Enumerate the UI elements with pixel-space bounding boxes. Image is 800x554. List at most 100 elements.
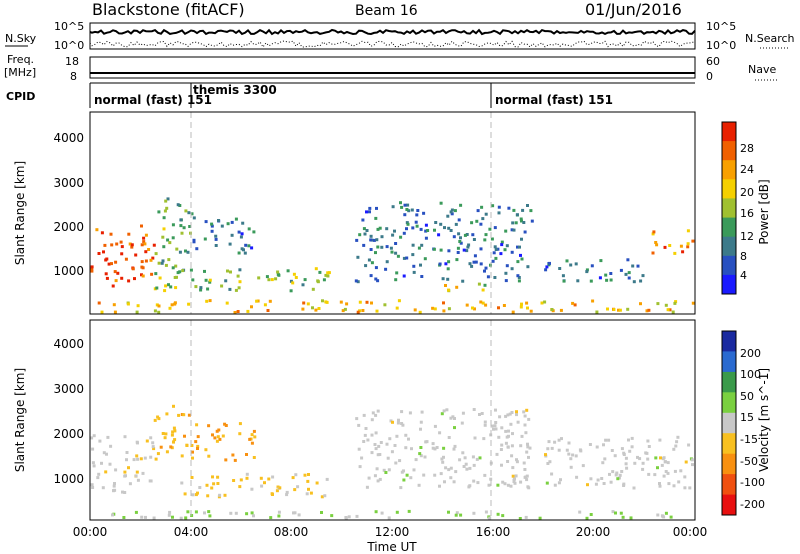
echo-cell <box>466 245 470 249</box>
echo-cell <box>168 241 172 245</box>
echo-cell <box>503 248 507 252</box>
echo-cell <box>265 275 269 279</box>
echo-cell <box>672 484 676 488</box>
echo-cell <box>157 417 161 421</box>
echo-cell <box>192 240 196 244</box>
echo-cell <box>444 284 447 287</box>
echo-cell <box>214 237 218 241</box>
echo-cell <box>230 220 234 224</box>
echo-cell <box>514 474 518 478</box>
echo-cell <box>462 465 466 468</box>
colorbar-swatch <box>722 474 736 495</box>
echo-cell <box>204 220 208 224</box>
echo-cell <box>614 473 618 477</box>
echo-cell <box>179 224 183 228</box>
echo-cell <box>344 516 348 519</box>
echo-cell <box>301 307 305 311</box>
echo-cell <box>369 238 373 242</box>
echo-cell <box>152 243 156 247</box>
echo-cell <box>664 511 668 515</box>
echo-cell <box>686 245 690 249</box>
echo-cell <box>168 510 172 514</box>
echo-cell <box>437 233 441 237</box>
echo-cell <box>400 410 404 414</box>
echo-cell <box>481 217 485 221</box>
echo-cell <box>659 456 662 460</box>
echo-cell <box>691 239 695 243</box>
colorbar-swatch <box>722 236 736 257</box>
echo-cell <box>567 452 571 456</box>
echo-cell <box>326 274 330 278</box>
echo-cell <box>153 309 157 313</box>
echo-cell <box>239 235 243 239</box>
echo-cell <box>413 308 417 312</box>
echo-cell <box>438 262 442 266</box>
echo-cell <box>207 454 211 458</box>
echo-cell <box>90 483 94 487</box>
echo-cell <box>243 251 247 255</box>
echo-cell <box>394 242 398 245</box>
echo-cell <box>152 447 156 451</box>
echo-cell <box>170 433 174 437</box>
echo-cell <box>370 451 374 455</box>
echo-cell <box>207 510 211 514</box>
echo-cell <box>221 434 225 438</box>
echo-cell <box>208 299 212 303</box>
echo-cell <box>472 408 476 411</box>
echo-cell <box>602 482 606 485</box>
echo-cell <box>424 229 428 233</box>
echo-cell <box>557 481 561 485</box>
echo-cell <box>638 457 642 461</box>
echo-cell <box>490 424 494 428</box>
echo-cell <box>165 450 169 454</box>
echo-cell <box>364 427 368 430</box>
echo-cell <box>163 436 167 440</box>
echo-cell <box>612 308 616 311</box>
echo-cell <box>218 437 222 441</box>
echo-cell <box>420 410 424 414</box>
echo-cell <box>140 224 143 228</box>
echo-cell <box>125 451 129 454</box>
echo-cell <box>269 516 273 520</box>
echo-cell <box>362 243 366 247</box>
echo-cell <box>557 448 561 452</box>
echo-cell <box>223 422 227 426</box>
echo-cell <box>214 234 218 238</box>
echo-cell <box>210 486 214 490</box>
echo-cell <box>663 245 667 249</box>
echo-cell <box>234 217 238 221</box>
echo-cell <box>383 303 387 307</box>
echo-cell <box>234 511 238 515</box>
echo-cell <box>543 300 547 304</box>
echo-cell <box>266 309 270 312</box>
echo-cell <box>553 440 557 444</box>
echo-cell <box>463 456 467 460</box>
echo-cell <box>124 257 128 261</box>
echo-cell <box>610 449 614 452</box>
echo-cell <box>510 454 514 458</box>
echo-cell <box>679 244 683 248</box>
echo-cell <box>544 453 547 457</box>
echo-cell <box>510 267 514 271</box>
echo-cell <box>271 475 275 479</box>
echo-cell <box>376 227 380 231</box>
echo-cell <box>324 273 328 277</box>
echo-cell <box>149 258 153 262</box>
nave-tick-high: 60 <box>706 55 720 68</box>
echo-cell <box>622 451 626 455</box>
echo-cell <box>194 510 198 514</box>
echo-cell <box>140 273 143 277</box>
echo-cell <box>388 437 392 441</box>
cpid-segment-0: normal (fast) 151 <box>94 93 212 107</box>
echo-cell <box>347 515 351 519</box>
echo-cell <box>255 299 259 303</box>
echo-cell <box>361 309 365 312</box>
echo-cell <box>470 221 474 225</box>
echo-cell <box>602 443 605 447</box>
echo-cell <box>90 436 94 440</box>
echo-cell <box>453 426 456 430</box>
echo-cell <box>502 304 506 307</box>
echo-cell <box>252 514 255 518</box>
echo-cell <box>260 484 264 488</box>
echo-cell <box>135 310 139 314</box>
